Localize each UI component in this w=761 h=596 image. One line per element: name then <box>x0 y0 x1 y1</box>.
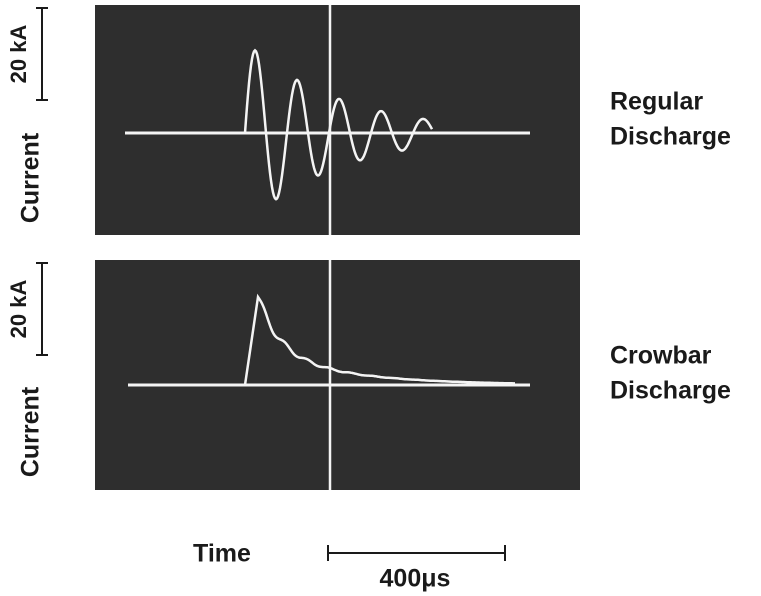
scale-bar <box>328 545 505 561</box>
scale-bar <box>36 263 48 355</box>
scale-label: 20 kA <box>6 25 31 84</box>
scale-label: 20 kA <box>6 280 31 339</box>
figure: 20 kA Current 20 kA Current Regular Disc… <box>0 0 761 596</box>
time-label: Time <box>193 540 251 568</box>
panel-name: Discharge <box>610 123 731 151</box>
scope-screen <box>95 5 580 235</box>
time-scale-label: 400μs <box>380 565 451 593</box>
panel-name: Regular <box>610 88 703 116</box>
panel-name: Crowbar <box>610 342 712 370</box>
scope-screen <box>95 260 580 490</box>
panel-name: Discharge <box>610 377 731 405</box>
scale-bar <box>36 8 48 100</box>
axis-label: Current <box>17 386 45 477</box>
axis-label: Current <box>17 132 45 223</box>
